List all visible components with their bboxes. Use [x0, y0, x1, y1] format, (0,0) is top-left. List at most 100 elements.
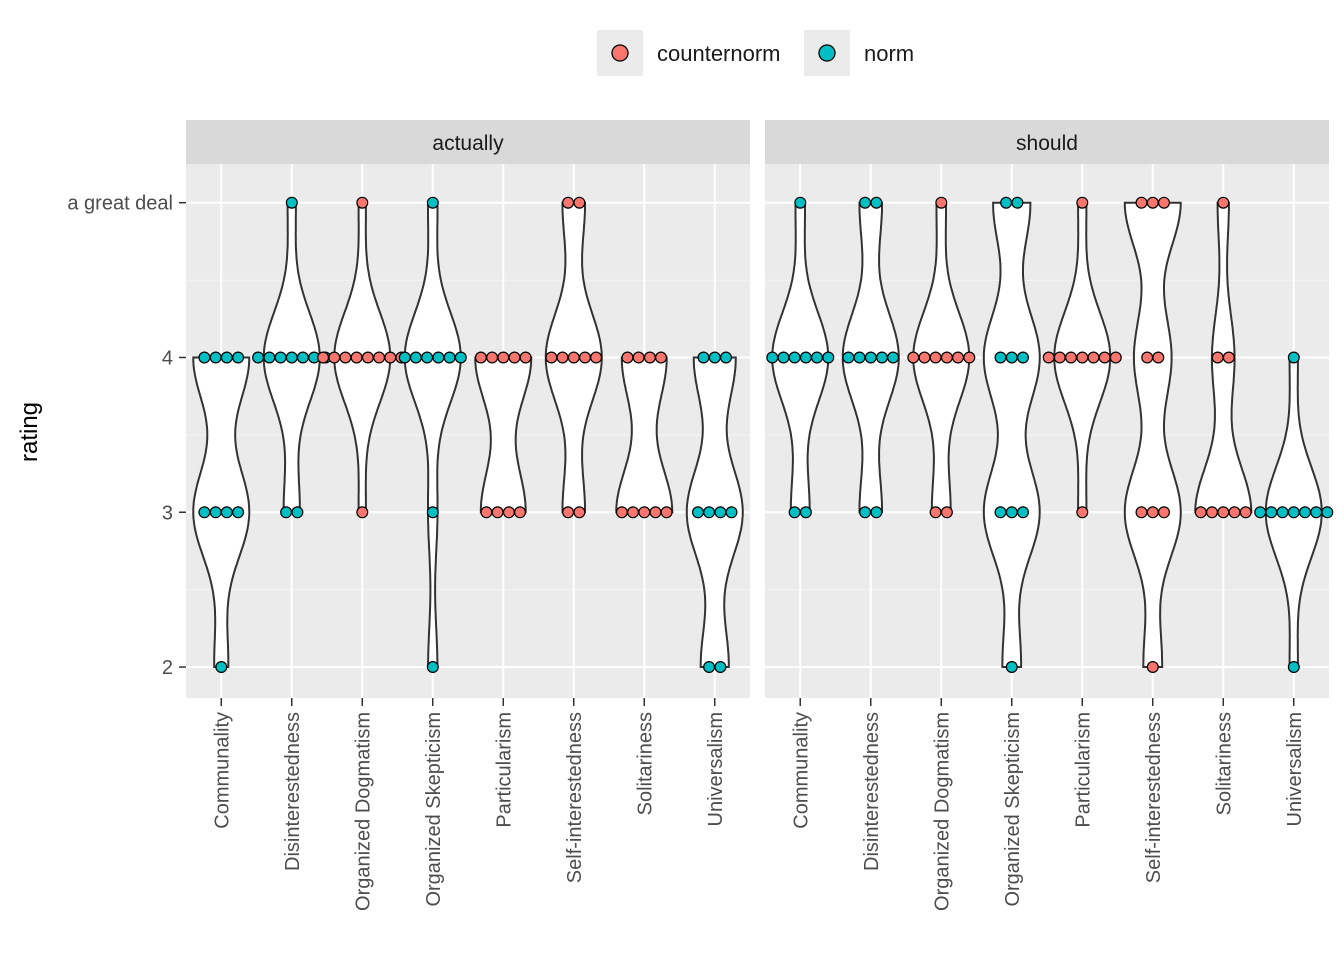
data-point	[1287, 506, 1300, 519]
violin-group	[474, 351, 533, 519]
data-point	[1222, 351, 1235, 364]
data-point	[703, 506, 716, 519]
violin-group	[192, 351, 251, 673]
violin-group	[544, 196, 603, 519]
x-tick-label: Organized Dogmatism	[352, 712, 374, 911]
data-point	[907, 351, 920, 364]
data-point	[1141, 351, 1154, 364]
data-point	[1228, 506, 1241, 519]
data-point	[486, 351, 499, 364]
data-point	[887, 351, 900, 364]
data-point	[497, 351, 510, 364]
data-point	[859, 196, 872, 209]
data-point	[198, 351, 211, 364]
data-point	[660, 506, 673, 519]
data-point	[788, 506, 801, 519]
violin	[982, 201, 1041, 668]
data-point	[1321, 506, 1334, 519]
y-tick-label: 4	[162, 347, 173, 369]
data-point	[1157, 196, 1170, 209]
data-point	[714, 506, 727, 519]
data-point	[859, 506, 872, 519]
data-point	[198, 506, 211, 519]
legend-key-counternorm	[611, 44, 629, 62]
x-tick-label: Particularism	[493, 712, 515, 828]
data-point	[274, 351, 287, 364]
x-tick-label: Organized Dogmatism	[931, 712, 953, 911]
data-point	[220, 506, 233, 519]
violin-group	[1254, 351, 1334, 673]
x-tick-label: Communality	[211, 712, 233, 829]
x-tick-label: Universalism	[705, 712, 727, 826]
x-tick-label: Organized Skepticism	[1002, 712, 1024, 907]
data-point	[356, 196, 369, 209]
data-point	[766, 351, 779, 364]
data-point	[556, 351, 569, 364]
x-tick-label: Universalism	[1284, 712, 1306, 826]
data-point	[994, 351, 1007, 364]
data-point	[799, 506, 812, 519]
data-point	[398, 351, 411, 364]
data-point	[350, 351, 363, 364]
violin-group	[615, 351, 674, 519]
data-point	[870, 196, 883, 209]
x-tick-label: Particularism	[1072, 712, 1094, 828]
data-point	[799, 351, 812, 364]
data-point	[373, 351, 386, 364]
x-tick-label: Self-interestedness	[1143, 712, 1165, 883]
data-point	[875, 351, 888, 364]
data-point	[409, 351, 422, 364]
violin-group	[1042, 196, 1122, 519]
data-point	[788, 351, 801, 364]
legend-label-norm: norm	[864, 41, 914, 66]
data-point	[356, 506, 369, 519]
violin-group	[841, 196, 900, 519]
data-point	[929, 506, 942, 519]
data-point	[1152, 351, 1165, 364]
x-tick-label: Solitariness	[634, 712, 656, 815]
violin-group	[1123, 196, 1182, 673]
data-point	[573, 506, 586, 519]
data-point	[1211, 351, 1224, 364]
data-point	[1287, 351, 1300, 364]
data-point	[1076, 196, 1089, 209]
data-point	[232, 506, 245, 519]
data-point	[951, 351, 964, 364]
data-point	[1016, 351, 1029, 364]
data-point	[1276, 506, 1289, 519]
data-point	[1000, 196, 1013, 209]
data-point	[1098, 351, 1111, 364]
data-point	[1310, 506, 1323, 519]
violin-group	[685, 351, 744, 673]
data-point	[853, 351, 866, 364]
panel-background	[765, 164, 1329, 698]
data-point	[1011, 196, 1024, 209]
data-point	[1146, 660, 1159, 673]
data-point	[864, 351, 877, 364]
data-point	[339, 351, 352, 364]
data-point	[1157, 506, 1170, 519]
data-point	[508, 351, 521, 364]
data-point	[918, 351, 931, 364]
data-point	[590, 351, 603, 364]
x-tick-label: Disinterestedness	[282, 712, 304, 871]
data-point	[443, 351, 456, 364]
x-tick-label: Solitariness	[1213, 712, 1235, 815]
panel-title: should	[1016, 132, 1078, 155]
data-point	[708, 351, 721, 364]
data-point	[697, 351, 710, 364]
data-point	[426, 660, 439, 673]
data-point	[491, 506, 504, 519]
data-point	[714, 660, 727, 673]
y-axis: 2 3 4 a great deal	[67, 193, 186, 679]
data-point	[545, 351, 558, 364]
panels: actually Communality Disinterestedness Orga…	[186, 120, 1334, 911]
data-point	[426, 196, 439, 209]
data-point	[285, 196, 298, 209]
data-point	[291, 506, 304, 519]
data-point	[209, 506, 222, 519]
data-point	[280, 506, 293, 519]
data-point	[963, 351, 976, 364]
data-point	[794, 196, 807, 209]
